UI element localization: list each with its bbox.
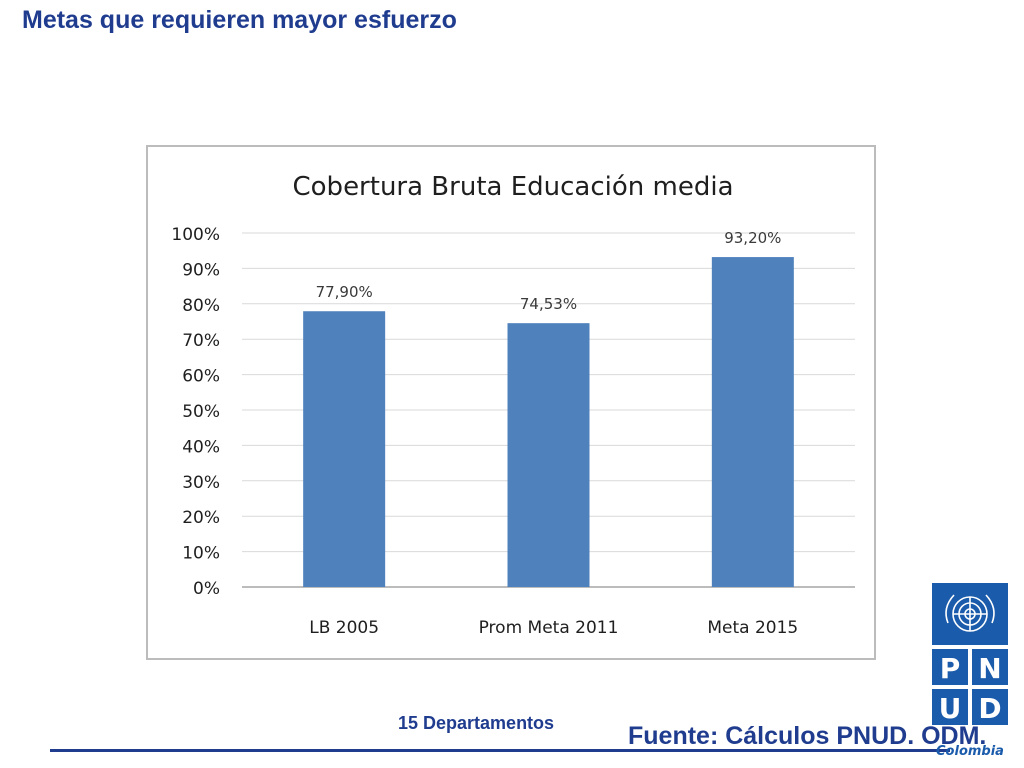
x-category-label: LB 2005 bbox=[309, 618, 379, 638]
bar bbox=[303, 311, 386, 587]
y-tick-label: 0% bbox=[193, 579, 220, 599]
data-label: 77,90% bbox=[316, 283, 373, 301]
y-tick-label: 40% bbox=[182, 437, 220, 457]
y-tick-label: 10% bbox=[182, 544, 220, 564]
logo-letter-d: D bbox=[978, 692, 1001, 725]
y-tick-label: 100% bbox=[171, 225, 220, 245]
source-caption: Fuente: Cálculos PNUD. ODM. bbox=[628, 722, 987, 750]
pnud-logo: P N U D Colombia bbox=[932, 583, 1008, 759]
logo-letter-n: N bbox=[978, 652, 1001, 685]
data-label: 74,53% bbox=[520, 295, 577, 313]
logo-letter-p: P bbox=[940, 652, 961, 685]
y-tick-label: 20% bbox=[182, 508, 220, 528]
x-category-label: Prom Meta 2011 bbox=[479, 618, 619, 638]
chart-frame: Cobertura Bruta Educación media 77,90% 74… bbox=[146, 145, 876, 660]
y-tick-label: 50% bbox=[182, 402, 220, 422]
bar bbox=[711, 257, 794, 587]
y-tick-label: 70% bbox=[182, 331, 220, 351]
departments-subtitle: 15 Departamentos bbox=[398, 713, 555, 733]
logo-caption: Colombia bbox=[936, 744, 1004, 759]
data-label: 93,20% bbox=[724, 229, 781, 247]
logo-letter-u: U bbox=[939, 692, 962, 725]
bar bbox=[507, 323, 590, 587]
un-emblem-icon bbox=[945, 594, 995, 632]
y-tick-label: 30% bbox=[182, 473, 220, 493]
y-tick-label: 90% bbox=[182, 260, 220, 280]
chart-title: Cobertura Bruta Educación media bbox=[293, 172, 734, 202]
x-category-label: Meta 2015 bbox=[707, 618, 798, 638]
y-tick-label: 60% bbox=[182, 367, 220, 387]
footer-divider bbox=[50, 749, 950, 752]
y-tick-label: 80% bbox=[182, 296, 220, 316]
bar-chart: Cobertura Bruta Educación media 77,90% 74… bbox=[171, 172, 855, 638]
slide-title: Metas que requieren mayor esfuerzo bbox=[22, 6, 457, 34]
